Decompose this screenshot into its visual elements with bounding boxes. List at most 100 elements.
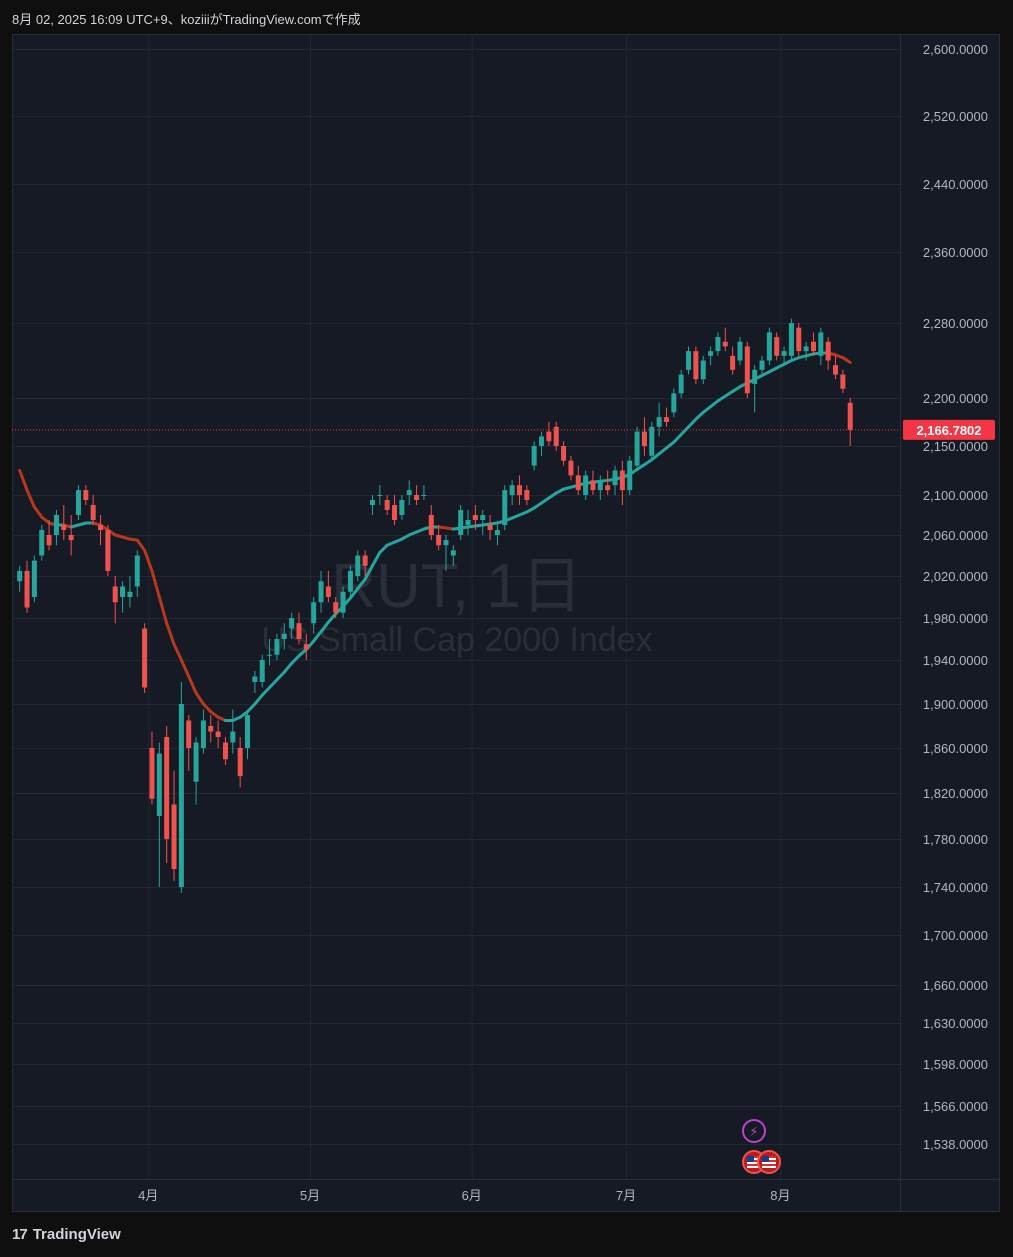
candle[interactable] — [318, 570, 324, 613]
candle[interactable] — [494, 525, 500, 546]
candle[interactable] — [686, 346, 692, 375]
candle[interactable] — [458, 505, 464, 541]
candle[interactable] — [428, 505, 434, 541]
candle[interactable] — [833, 355, 839, 380]
candle[interactable] — [502, 485, 508, 530]
candle[interactable] — [730, 346, 736, 375]
candle[interactable] — [590, 470, 596, 496]
candle[interactable] — [149, 731, 155, 805]
candle[interactable] — [715, 332, 721, 356]
candle[interactable] — [752, 365, 758, 413]
candle[interactable] — [200, 709, 206, 754]
candle[interactable] — [634, 426, 640, 471]
candle[interactable] — [575, 465, 581, 495]
candle[interactable] — [693, 346, 699, 384]
candle[interactable] — [369, 495, 375, 515]
candle[interactable] — [627, 455, 633, 495]
candle[interactable] — [362, 550, 368, 576]
candle[interactable] — [31, 555, 37, 603]
candle[interactable] — [796, 323, 802, 356]
candle[interactable] — [722, 327, 728, 352]
candle[interactable] — [737, 337, 743, 366]
candle[interactable] — [509, 480, 515, 505]
candle[interactable] — [414, 485, 420, 505]
candlestick-chart[interactable]: RUT, 1日 US Small Cap 2000 Index 2,600.00… — [12, 34, 1000, 1212]
lightning-event-icon[interactable]: ⚡ — [742, 1119, 766, 1143]
candle[interactable] — [465, 510, 471, 535]
candle[interactable] — [90, 495, 96, 525]
candle[interactable] — [61, 505, 67, 541]
candle[interactable] — [46, 520, 52, 551]
candle[interactable] — [296, 612, 302, 645]
candle[interactable] — [472, 505, 478, 530]
candle[interactable] — [39, 525, 45, 561]
candle[interactable] — [781, 346, 787, 366]
candle[interactable] — [766, 327, 772, 366]
candle[interactable] — [480, 510, 486, 535]
candle[interactable] — [663, 407, 669, 427]
candle[interactable] — [384, 495, 390, 515]
candle[interactable] — [267, 639, 273, 666]
candle[interactable] — [83, 485, 89, 505]
candle[interactable] — [222, 737, 228, 765]
candle[interactable] — [355, 550, 361, 582]
candle[interactable] — [803, 341, 809, 361]
candle[interactable] — [568, 455, 574, 481]
candle[interactable] — [744, 341, 750, 398]
candle[interactable] — [759, 355, 765, 375]
candle[interactable] — [700, 355, 706, 384]
candle[interactable] — [208, 715, 214, 743]
candle[interactable] — [671, 388, 677, 418]
candle[interactable] — [818, 327, 824, 366]
candle[interactable] — [230, 709, 236, 754]
candle[interactable] — [531, 441, 537, 471]
candle[interactable] — [112, 576, 118, 624]
candle[interactable] — [120, 581, 126, 613]
candle[interactable] — [516, 475, 522, 505]
candle[interactable] — [17, 565, 23, 592]
candle[interactable] — [641, 417, 647, 456]
candle[interactable] — [436, 525, 442, 551]
candle[interactable] — [392, 495, 398, 525]
candle[interactable] — [75, 485, 81, 520]
candle[interactable] — [178, 682, 184, 893]
candle[interactable] — [678, 369, 684, 398]
candle[interactable] — [847, 398, 853, 446]
candle[interactable] — [333, 597, 339, 618]
candle[interactable] — [24, 560, 30, 613]
candle[interactable] — [68, 515, 74, 556]
candle[interactable] — [98, 515, 104, 546]
candle[interactable] — [377, 485, 383, 505]
candle[interactable] — [325, 570, 331, 603]
tradingview-footer[interactable]: 17 TradingView — [12, 1226, 121, 1243]
candle[interactable] — [340, 586, 346, 619]
candle[interactable] — [134, 550, 140, 597]
candle[interactable] — [237, 737, 243, 788]
candle[interactable] — [788, 318, 794, 361]
candle[interactable] — [215, 720, 221, 749]
candle[interactable] — [583, 470, 589, 501]
candle[interactable] — [311, 597, 317, 634]
candle[interactable] — [810, 332, 816, 356]
candle[interactable] — [443, 535, 449, 571]
candle[interactable] — [612, 465, 618, 495]
candle[interactable] — [597, 475, 603, 500]
candle[interactable] — [539, 431, 545, 456]
candle[interactable] — [406, 480, 412, 505]
candle[interactable] — [281, 623, 287, 650]
candle[interactable] — [399, 495, 405, 520]
candle[interactable] — [347, 565, 353, 597]
candle[interactable] — [524, 485, 530, 505]
candle[interactable] — [619, 460, 625, 505]
candle[interactable] — [105, 525, 111, 576]
candle[interactable] — [259, 654, 265, 688]
candle[interactable] — [553, 422, 559, 451]
candle[interactable] — [605, 470, 611, 496]
candle[interactable] — [825, 337, 831, 370]
candle[interactable] — [649, 422, 655, 461]
candle[interactable] — [774, 332, 780, 361]
us-flag-event-icon-2[interactable] — [757, 1150, 781, 1174]
candle[interactable] — [303, 633, 309, 660]
candle[interactable] — [708, 346, 714, 366]
candle[interactable] — [186, 715, 192, 771]
